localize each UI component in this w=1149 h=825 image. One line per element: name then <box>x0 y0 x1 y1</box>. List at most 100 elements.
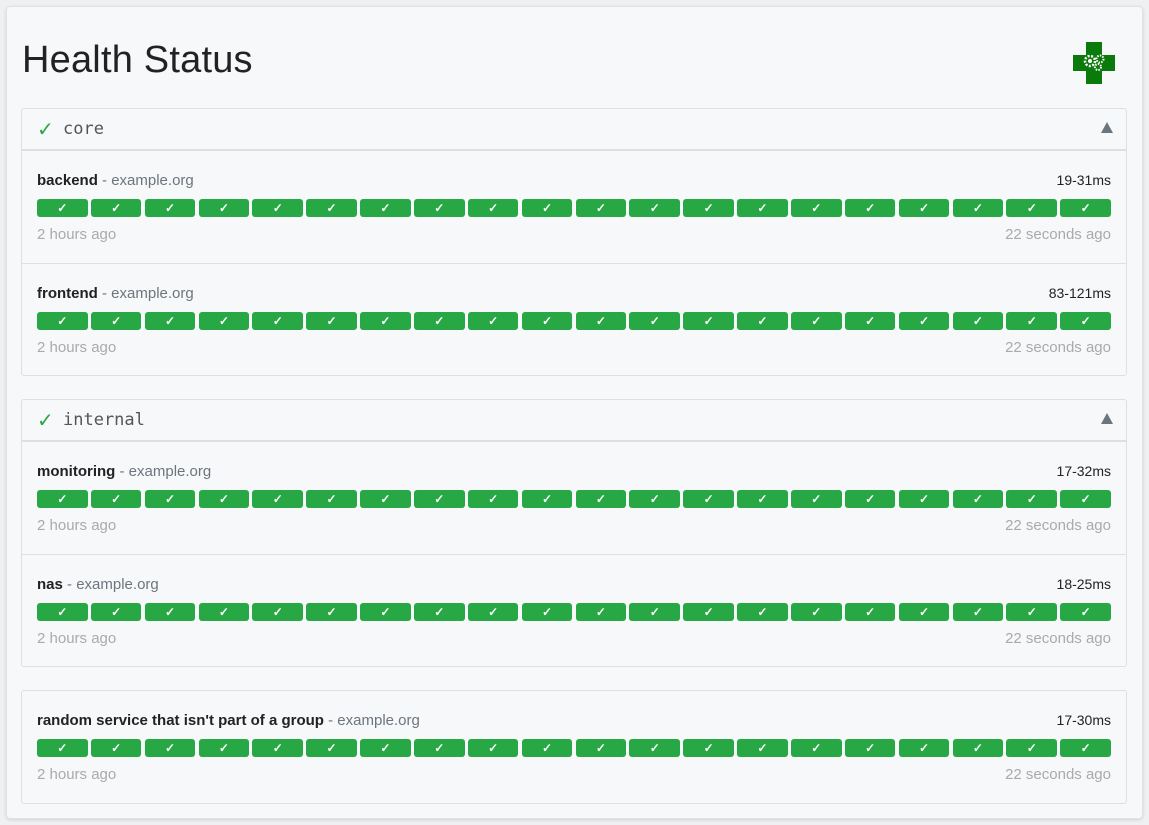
result-bar[interactable]: ✓ <box>90 490 142 508</box>
result-bar[interactable]: ✓ <box>90 739 142 757</box>
result-bar[interactable]: ✓ <box>1060 312 1111 330</box>
result-bar[interactable]: ✓ <box>737 603 788 621</box>
result-bar[interactable]: ✓ <box>90 603 142 621</box>
result-bar[interactable]: ✓ <box>198 603 250 621</box>
result-bar[interactable]: ✓ <box>37 312 88 330</box>
result-bar[interactable]: ✓ <box>414 603 465 621</box>
result-bar[interactable]: ✓ <box>414 490 465 508</box>
result-bar[interactable]: ✓ <box>952 312 1004 330</box>
result-bar[interactable]: ✓ <box>144 312 196 330</box>
result-bar[interactable]: ✓ <box>252 312 303 330</box>
result-bar[interactable]: ✓ <box>306 739 357 757</box>
result-bar[interactable]: ✓ <box>952 199 1004 217</box>
result-bar[interactable]: ✓ <box>1006 603 1058 621</box>
result-bar[interactable]: ✓ <box>1006 739 1058 757</box>
result-bar[interactable]: ✓ <box>37 739 88 757</box>
result-bar[interactable]: ✓ <box>144 603 196 621</box>
result-bar[interactable]: ✓ <box>306 603 357 621</box>
result-bar[interactable]: ✓ <box>898 199 950 217</box>
result-bar[interactable]: ✓ <box>360 603 411 621</box>
result-bar[interactable]: ✓ <box>737 490 788 508</box>
result-bar[interactable]: ✓ <box>791 739 842 757</box>
triangle-up-icon[interactable] <box>1101 413 1113 424</box>
result-bar[interactable]: ✓ <box>521 199 573 217</box>
result-bar[interactable]: ✓ <box>737 199 788 217</box>
result-bar[interactable]: ✓ <box>1060 739 1111 757</box>
result-bar[interactable]: ✓ <box>467 603 519 621</box>
result-bar[interactable]: ✓ <box>521 490 573 508</box>
result-bar[interactable]: ✓ <box>629 312 681 330</box>
result-bar[interactable]: ✓ <box>898 603 950 621</box>
result-bar[interactable]: ✓ <box>306 312 357 330</box>
result-bar[interactable]: ✓ <box>467 739 519 757</box>
triangle-up-icon[interactable] <box>1101 122 1113 133</box>
result-bar[interactable]: ✓ <box>252 603 303 621</box>
result-bar[interactable]: ✓ <box>791 490 842 508</box>
result-bar[interactable]: ✓ <box>360 312 411 330</box>
result-bar[interactable]: ✓ <box>575 199 627 217</box>
service-name[interactable]: random service that isn't part of a grou… <box>37 712 420 729</box>
result-bar[interactable]: ✓ <box>844 739 896 757</box>
result-bar[interactable]: ✓ <box>1006 199 1058 217</box>
result-bar[interactable]: ✓ <box>1060 603 1111 621</box>
result-bar[interactable]: ✓ <box>198 312 250 330</box>
result-bar[interactable]: ✓ <box>414 199 465 217</box>
service-name[interactable]: backend - example.org <box>37 172 194 189</box>
result-bar[interactable]: ✓ <box>144 199 196 217</box>
result-bar[interactable]: ✓ <box>467 490 519 508</box>
result-bar[interactable]: ✓ <box>844 490 896 508</box>
result-bar[interactable]: ✓ <box>683 490 734 508</box>
result-bar[interactable]: ✓ <box>252 199 303 217</box>
result-bar[interactable]: ✓ <box>629 603 681 621</box>
result-bar[interactable]: ✓ <box>37 199 88 217</box>
result-bar[interactable]: ✓ <box>898 739 950 757</box>
result-bar[interactable]: ✓ <box>144 490 196 508</box>
result-bar[interactable]: ✓ <box>414 312 465 330</box>
group-header[interactable]: ✓ internal <box>22 400 1126 442</box>
result-bar[interactable]: ✓ <box>683 199 734 217</box>
result-bar[interactable]: ✓ <box>952 603 1004 621</box>
result-bar[interactable]: ✓ <box>360 739 411 757</box>
result-bar[interactable]: ✓ <box>898 490 950 508</box>
service-name[interactable]: frontend - example.org <box>37 285 194 302</box>
result-bar[interactable]: ✓ <box>198 490 250 508</box>
result-bar[interactable]: ✓ <box>360 490 411 508</box>
result-bar[interactable]: ✓ <box>791 603 842 621</box>
result-bar[interactable]: ✓ <box>629 490 681 508</box>
result-bar[interactable]: ✓ <box>683 603 734 621</box>
result-bar[interactable]: ✓ <box>37 490 88 508</box>
result-bar[interactable]: ✓ <box>683 312 734 330</box>
result-bar[interactable]: ✓ <box>791 199 842 217</box>
result-bar[interactable]: ✓ <box>37 603 88 621</box>
result-bar[interactable]: ✓ <box>844 199 896 217</box>
result-bar[interactable]: ✓ <box>414 739 465 757</box>
result-bar[interactable]: ✓ <box>360 199 411 217</box>
result-bar[interactable]: ✓ <box>737 739 788 757</box>
result-bar[interactable]: ✓ <box>467 312 519 330</box>
result-bar[interactable]: ✓ <box>198 739 250 757</box>
result-bar[interactable]: ✓ <box>306 490 357 508</box>
result-bar[interactable]: ✓ <box>521 603 573 621</box>
result-bar[interactable]: ✓ <box>252 490 303 508</box>
result-bar[interactable]: ✓ <box>898 312 950 330</box>
group-header[interactable]: ✓ core <box>22 109 1126 151</box>
result-bar[interactable]: ✓ <box>144 739 196 757</box>
result-bar[interactable]: ✓ <box>737 312 788 330</box>
result-bar[interactable]: ✓ <box>1060 199 1111 217</box>
result-bar[interactable]: ✓ <box>575 312 627 330</box>
result-bar[interactable]: ✓ <box>252 739 303 757</box>
result-bar[interactable]: ✓ <box>1060 490 1111 508</box>
service-name[interactable]: monitoring - example.org <box>37 463 212 480</box>
result-bar[interactable]: ✓ <box>575 739 627 757</box>
result-bar[interactable]: ✓ <box>575 603 627 621</box>
result-bar[interactable]: ✓ <box>844 312 896 330</box>
result-bar[interactable]: ✓ <box>629 199 681 217</box>
result-bar[interactable]: ✓ <box>1006 312 1058 330</box>
service-name[interactable]: nas - example.org <box>37 576 159 593</box>
result-bar[interactable]: ✓ <box>952 490 1004 508</box>
result-bar[interactable]: ✓ <box>306 199 357 217</box>
result-bar[interactable]: ✓ <box>575 490 627 508</box>
result-bar[interactable]: ✓ <box>629 739 681 757</box>
result-bar[interactable]: ✓ <box>467 199 519 217</box>
result-bar[interactable]: ✓ <box>791 312 842 330</box>
